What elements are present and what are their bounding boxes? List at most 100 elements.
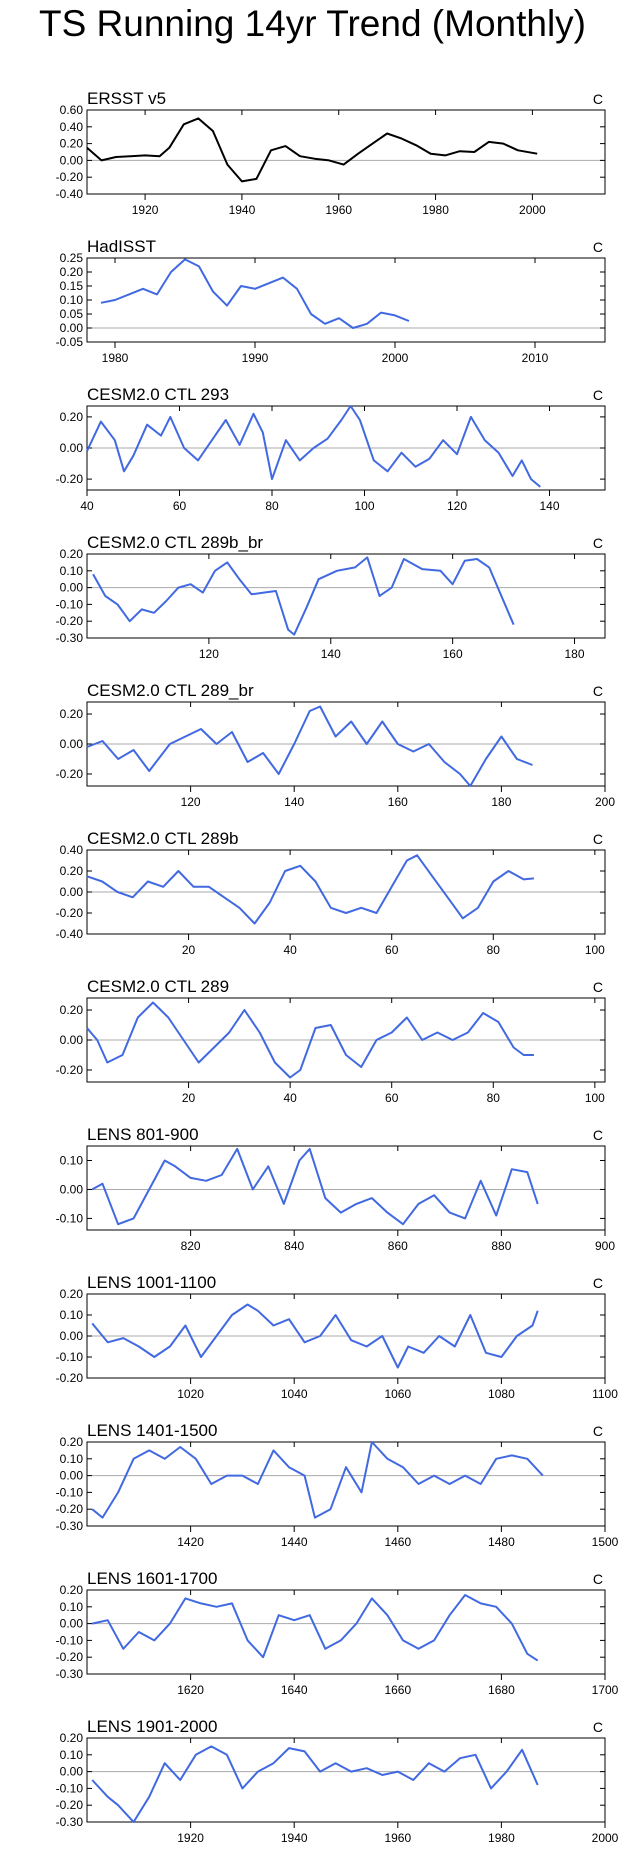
y-tick-label: 0.00 [60, 1765, 84, 1779]
y-tick-label: -0.30 [56, 631, 84, 645]
chart-units: C [593, 683, 603, 699]
chart-title: CESM2.0 CTL 289_br [87, 681, 254, 700]
series-line [86, 1001, 534, 1079]
x-tick-label: 1920 [177, 1831, 204, 1845]
chart-units: C [593, 1275, 603, 1291]
y-tick-label: 0.40 [60, 843, 84, 857]
series-line [100, 258, 410, 329]
y-tick-label: 0.20 [60, 1583, 84, 1597]
x-tick-label: 60 [385, 943, 399, 957]
chart-title: LENS 801-900 [87, 1125, 199, 1144]
y-tick-label: 0.20 [60, 265, 84, 279]
x-tick-label: 80 [487, 943, 501, 957]
y-tick-label: 0.60 [60, 103, 84, 117]
x-tick-label: 1940 [229, 203, 256, 217]
y-tick-label: 0.00 [60, 153, 84, 167]
x-tick-label: 1920 [132, 203, 159, 217]
y-tick-label: -0.30 [56, 1815, 84, 1829]
y-tick-label: 0.00 [60, 1617, 84, 1631]
x-tick-label: 1960 [384, 1831, 411, 1845]
x-tick-label: 1640 [281, 1683, 308, 1697]
chart-title: HadISST [87, 237, 156, 256]
x-tick-label: 180 [491, 795, 511, 809]
y-tick-label: 0.15 [60, 279, 84, 293]
y-tick-label: 0.00 [60, 581, 84, 595]
plot-frame [86, 1589, 606, 1675]
x-tick-label: 1680 [488, 1683, 515, 1697]
x-tick-label: 1980 [488, 1831, 515, 1845]
x-tick-label: 100 [585, 943, 605, 957]
chart-title: LENS 1601-1700 [87, 1569, 217, 1588]
y-tick-label: 0.20 [60, 707, 84, 721]
y-tick-label: 0.40 [60, 120, 84, 134]
chart-title: LENS 1401-1500 [87, 1421, 217, 1440]
plot-frame [86, 1737, 606, 1823]
y-tick-label: 0.10 [60, 1748, 84, 1762]
y-tick-label: -0.20 [56, 1502, 84, 1516]
chart-title: LENS 1001-1100 [87, 1273, 216, 1292]
series-line [91, 1441, 544, 1519]
chart-title: CESM2.0 CTL 289b_br [87, 533, 263, 552]
y-tick-label: 0.00 [60, 737, 84, 751]
x-tick-label: 40 [283, 1091, 297, 1105]
y-tick-label: 0.10 [60, 1308, 84, 1322]
x-tick-label: 1980 [422, 203, 449, 217]
page-title: TS Running 14yr Trend (Monthly) [38, 3, 586, 44]
x-tick-label: 820 [181, 1239, 201, 1253]
y-tick-label: -0.20 [56, 472, 84, 486]
y-tick-label: 0.05 [60, 307, 84, 321]
x-tick-label: 120 [447, 499, 467, 513]
chart-units: C [593, 1719, 603, 1735]
y-tick-label: -0.20 [56, 170, 84, 184]
x-tick-label: 80 [487, 1091, 501, 1105]
x-tick-label: 860 [388, 1239, 408, 1253]
x-tick-label: 2000 [519, 203, 546, 217]
x-tick-label: 840 [284, 1239, 304, 1253]
series-line [91, 1147, 539, 1226]
x-tick-label: 140 [284, 795, 304, 809]
y-tick-label: 0.20 [60, 1435, 84, 1449]
x-tick-label: 60 [385, 1091, 399, 1105]
y-tick-label: 0.20 [60, 1287, 84, 1301]
y-tick-label: 0.10 [60, 564, 84, 578]
y-tick-label: -0.30 [56, 1667, 84, 1681]
y-tick-label: -0.20 [56, 1798, 84, 1812]
x-tick-label: 1980 [102, 351, 129, 365]
y-tick-label: -0.10 [56, 1350, 84, 1364]
x-tick-label: 1040 [281, 1387, 308, 1401]
y-tick-label: -0.10 [56, 1633, 84, 1647]
x-tick-label: 1960 [325, 203, 352, 217]
x-tick-label: 100 [585, 1091, 605, 1105]
y-tick-label: -0.10 [56, 1781, 84, 1795]
x-tick-label: 60 [173, 499, 187, 513]
plot-frame [86, 1441, 606, 1527]
y-tick-label: -0.10 [56, 1485, 84, 1499]
y-tick-label: -0.40 [56, 927, 84, 941]
x-tick-label: 140 [539, 499, 559, 513]
y-tick-label: -0.20 [56, 1063, 84, 1077]
x-tick-label: 100 [354, 499, 374, 513]
chart-units: C [593, 535, 603, 551]
series-line [86, 854, 534, 925]
x-tick-label: 1990 [242, 351, 269, 365]
x-tick-label: 140 [321, 647, 341, 661]
y-tick-label: 0.00 [60, 1033, 84, 1047]
x-tick-label: 20 [182, 1091, 196, 1105]
y-tick-label: -0.20 [56, 767, 84, 781]
y-tick-label: 0.10 [60, 1452, 84, 1466]
plot-frame [86, 1145, 606, 1231]
x-tick-label: 80 [265, 499, 279, 513]
x-tick-label: 160 [388, 795, 408, 809]
y-tick-label: 0.20 [60, 547, 84, 561]
y-tick-label: 0.00 [60, 1329, 84, 1343]
y-tick-label: 0.20 [60, 410, 84, 424]
x-tick-label: 2010 [522, 351, 549, 365]
plot-frame [86, 553, 606, 639]
x-tick-label: 40 [80, 499, 94, 513]
y-tick-label: 0.10 [60, 1153, 84, 1167]
x-tick-label: 1020 [177, 1387, 204, 1401]
series-line [92, 556, 515, 636]
plot-frame [86, 109, 606, 195]
chart-title: LENS 1901-2000 [87, 1717, 217, 1736]
